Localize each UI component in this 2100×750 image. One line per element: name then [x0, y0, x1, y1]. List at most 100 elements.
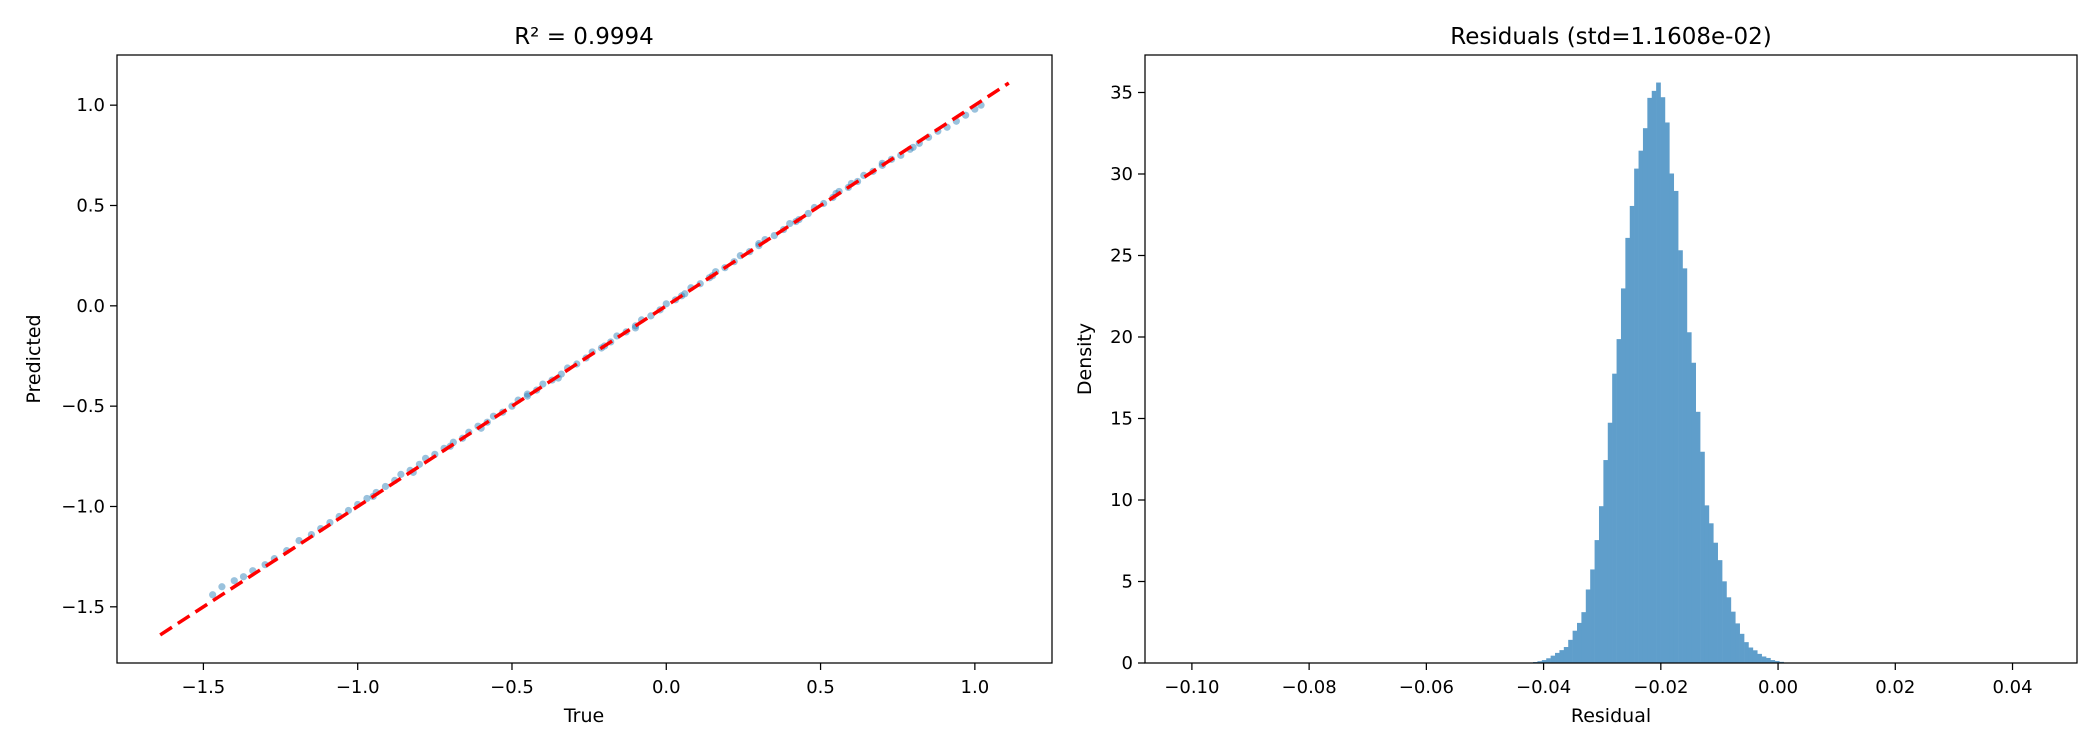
histogram-bar [1537, 661, 1543, 663]
scatter-point [557, 370, 565, 378]
scatter-y-tick-label: 1.0 [76, 95, 105, 116]
scatter-point [218, 583, 226, 591]
histogram-bar [1581, 612, 1587, 663]
histogram-bar [1722, 581, 1727, 663]
scatter-point [786, 219, 794, 228]
histogram-bar [1607, 422, 1613, 663]
scatter-y-tick-label: 0.5 [76, 195, 105, 216]
histogram-x-tick-label: 0.04 [1992, 677, 2032, 698]
histogram-x-tick-label: 0.00 [1758, 677, 1798, 698]
histogram-bar [1634, 168, 1639, 664]
histogram-bar [1717, 560, 1723, 663]
histogram-bar [1766, 657, 1771, 663]
histogram-bar [1572, 630, 1578, 663]
histogram-bar [1550, 655, 1556, 663]
scatter-point [239, 573, 248, 581]
histogram-ylabel: Density [1074, 323, 1096, 395]
histogram-x-tick-label: −0.04 [1516, 677, 1571, 698]
histogram-bar [1669, 173, 1675, 664]
histogram-bar [1642, 128, 1648, 663]
histogram-axes-frame [1144, 54, 2078, 664]
scatter-x-tick-label: −1.0 [336, 677, 380, 698]
histogram-bar [1620, 288, 1626, 663]
scatter-point [363, 494, 371, 503]
histogram-bar [1559, 650, 1565, 663]
histogram-bar [1752, 650, 1758, 663]
scatter-y-tick-label: −1.0 [61, 496, 105, 517]
scatter-axes-frame [116, 54, 1053, 664]
histogram-y-tick-label: 25 [1110, 245, 1133, 266]
histogram-bar [1603, 460, 1609, 663]
histogram-bar [1726, 597, 1732, 663]
histogram-bar [1541, 660, 1547, 663]
histogram-bar [1770, 660, 1776, 663]
histogram-bar [1590, 569, 1595, 663]
histogram-bar [1577, 622, 1582, 663]
histogram-bar [1594, 540, 1600, 663]
histogram-bar [1616, 339, 1622, 663]
histogram-y-tick-label: 35 [1110, 82, 1133, 103]
scatter-title: R² = 0.9994 [514, 24, 654, 50]
histogram-bar [1695, 411, 1701, 663]
histogram-x-tick-label: −0.02 [1633, 677, 1688, 698]
histogram-bar [1678, 250, 1683, 663]
scatter-point [662, 300, 670, 308]
histogram-bar [1647, 97, 1653, 664]
histogram-bar [1555, 652, 1560, 663]
histogram-bar [1563, 647, 1569, 663]
histogram-y-tick-label: 5 [1122, 571, 1133, 592]
histogram-bar [1713, 542, 1718, 663]
histogram-bar [1660, 97, 1666, 663]
scatter-point [770, 231, 778, 240]
scatter-y-tick-label: 0.0 [76, 296, 105, 317]
scatter-point [523, 390, 532, 398]
histogram-bar [1761, 656, 1767, 663]
histogram-x-tick-label: −0.06 [1399, 677, 1454, 698]
histogram-bar [1730, 611, 1736, 663]
histogram-x-tick-label: −0.10 [1164, 677, 1219, 698]
histogram-bar [1739, 633, 1745, 663]
histogram-bar [1704, 505, 1710, 663]
histogram-bar [1673, 190, 1679, 664]
scatter-point [209, 591, 217, 599]
histogram-bar [1625, 237, 1631, 663]
scatter-ylabel: Predicted [23, 314, 45, 403]
histogram-bar [1744, 642, 1749, 663]
histogram-y-tick-label: 15 [1110, 408, 1133, 429]
histogram-bar [1682, 268, 1688, 663]
scatter-x-tick-label: −1.5 [182, 677, 226, 698]
scatter-point [230, 577, 238, 585]
scatter-point [523, 392, 532, 400]
histogram-bar [1585, 589, 1591, 663]
histogram-y-tick-label: 30 [1110, 164, 1133, 185]
scatter-xlabel: True [563, 705, 604, 727]
histogram-bar [1612, 373, 1617, 663]
scatter-point [804, 209, 812, 218]
histogram-bar [1598, 506, 1604, 663]
scatter-x-tick-label: 0.0 [652, 677, 681, 698]
scatter-point [681, 290, 689, 298]
histogram-x-tick-label: 0.02 [1875, 677, 1915, 698]
histogram-bar [1748, 647, 1754, 663]
histogram-title: Residuals (std=1.1608e-02) [1450, 24, 1771, 50]
histogram-bar [1700, 451, 1705, 663]
histogram-x-tick-label: −0.08 [1282, 677, 1337, 698]
scatter-point [539, 380, 547, 388]
histogram-bar [1735, 623, 1740, 663]
scatter-point [397, 470, 405, 478]
scatter-x-tick-label: −0.5 [490, 677, 534, 698]
histogram-bar [1638, 150, 1644, 664]
histogram-y-tick-label: 10 [1110, 490, 1133, 511]
scatter-tick-layer: −1.5 −1.0 −0.5 0.0 0.5 1.0 −1.5 −1.0 −0.5 0.0 0.5 1… [61, 95, 989, 698]
histogram-bar [1691, 362, 1697, 663]
scatter-x-tick-label: 1.0 [961, 677, 990, 698]
histogram-bar [1568, 639, 1573, 663]
histogram-tick-layer: −0.10 −0.08 −0.06 −0.04 −0.02 0.00 0.02 0.04 0 5 1… [1110, 82, 2032, 698]
histogram-bar [1656, 82, 1661, 663]
scatter-x-tick-label: 0.5 [806, 677, 835, 698]
scatter-point [381, 482, 390, 491]
scatter-point [647, 312, 655, 320]
scatter-y-tick-label: −0.5 [61, 396, 105, 417]
histogram-bar [1757, 653, 1762, 663]
histogram-bar [1664, 122, 1670, 664]
